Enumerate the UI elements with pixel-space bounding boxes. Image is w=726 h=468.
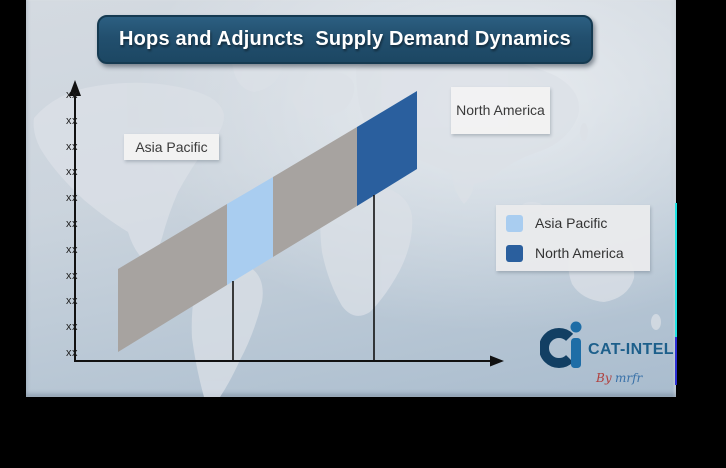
logo-byline-name: mrfr: [614, 371, 643, 385]
y-axis-tick-label: xx: [66, 89, 78, 101]
title-banner: Hops and Adjuncts Supply Demand Dynamics: [97, 15, 593, 64]
region-label-asia-pacific: Asia Pacific: [124, 134, 219, 160]
ribbon-segment-gray-1: [118, 204, 227, 352]
y-axis-arrow-icon: [69, 80, 81, 96]
legend-item-asia-pacific: Asia Pacific: [506, 214, 650, 232]
legend-swatch-asia-pacific: [506, 214, 523, 232]
chart-legend: Asia Pacific North America: [496, 205, 650, 271]
map-new-zealand: [651, 314, 661, 330]
logo-byline: By mrfr: [596, 371, 676, 385]
frame-accent-cyan-line: [675, 203, 677, 337]
y-axis-tick-labels: xx xx xx xx xx xx xx xx xx xx xx: [52, 89, 78, 359]
y-axis-tick-label: xx: [66, 114, 78, 127]
y-axis-tick-label: xx: [66, 269, 78, 282]
y-axis-tick-label: xx: [66, 140, 78, 153]
y-axis-tick-label: xx: [66, 321, 78, 334]
logo-row: CAT-INTEL: [540, 318, 676, 374]
map-africa: [320, 184, 413, 316]
legend-label: Asia Pacific: [535, 215, 608, 231]
slide-canvas: xx xx xx xx xx xx xx xx xx xx xx Hops an…: [26, 0, 676, 397]
page-title: Hops and Adjuncts Supply Demand Dynamics: [119, 28, 571, 50]
map-europe: [292, 71, 355, 119]
y-axis-tick-label: xx: [66, 243, 78, 256]
supply-demand-chart: [69, 80, 504, 367]
region-label-text: Asia Pacific: [135, 138, 208, 155]
y-axis-tick-label: xx: [66, 295, 78, 308]
logo-byline-prefix: By: [596, 371, 612, 385]
y-axis-tick-label: xx: [66, 346, 78, 359]
region-label-text: North America: [456, 102, 545, 119]
legend-label: North America: [535, 245, 624, 261]
frame-accent-blue-line: [675, 337, 677, 385]
map-north-america: [33, 82, 224, 262]
logo-brand-text: CAT-INTEL: [588, 341, 674, 358]
y-axis-tick-label: xx: [66, 217, 78, 230]
region-label-north-america: North America: [451, 87, 550, 134]
map-japan: [580, 123, 588, 141]
y-axis-tick-label: xx: [66, 166, 78, 179]
y-axis-tick-label: xx: [66, 192, 78, 205]
x-axis-arrow-icon: [490, 355, 504, 367]
ribbon-segment-north-america: [357, 91, 417, 206]
map-india: [451, 157, 475, 204]
cat-intel-logo: CAT-INTEL By mrfr: [540, 318, 676, 385]
ribbon-segment-gray-2: [273, 127, 357, 257]
legend-item-north-america: North America: [506, 244, 650, 262]
cat-intel-mark-icon: [540, 321, 582, 368]
legend-swatch-north-america: [506, 244, 523, 262]
ribbon-segment-asia-pacific: [227, 177, 273, 285]
